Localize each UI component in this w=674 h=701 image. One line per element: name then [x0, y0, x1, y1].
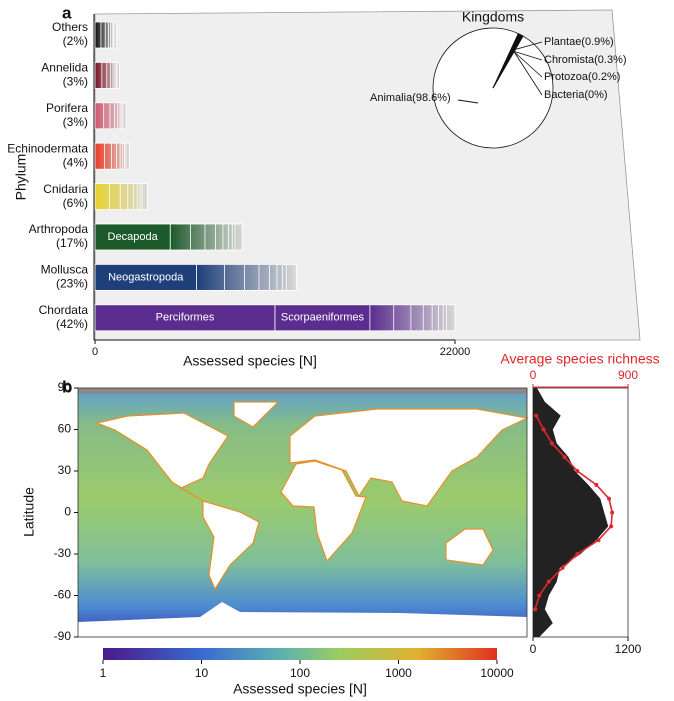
segment-label: Decapoda: [108, 231, 159, 243]
y-tick-label: (6%): [63, 196, 88, 210]
y-axis-title: Latitude: [21, 487, 37, 537]
colorbar-tick-label: 10: [195, 666, 209, 680]
point: [594, 483, 598, 487]
y-tick-label: (23%): [56, 277, 88, 291]
colorbar-tick-label: 100: [290, 666, 310, 680]
slice-label: Animalia(98.6%): [370, 92, 451, 104]
point: [550, 441, 554, 445]
y-tick-label: 0: [64, 505, 71, 519]
y-tick-label: (4%): [63, 155, 88, 169]
y-tick-label: 90: [58, 380, 72, 394]
point: [609, 524, 613, 528]
bar-segment: [196, 264, 296, 290]
colorbar-tick-label: 1: [100, 666, 107, 680]
slice-label: Bacteria(0%): [544, 89, 608, 101]
slice-label: Protozoa(0.2%): [544, 71, 620, 83]
colorbar-tick-label: 1000: [385, 666, 412, 680]
y-tick-label: (3%): [63, 75, 88, 89]
point: [575, 469, 579, 473]
y-axis-title: Phylum: [13, 154, 29, 201]
y-tick-label: Arthropoda: [29, 222, 89, 236]
segment-label: Perciformes: [156, 312, 215, 324]
point: [561, 566, 565, 570]
y-tick-label: Cnidaria: [43, 182, 88, 196]
point: [607, 497, 611, 501]
point: [533, 607, 537, 611]
y-tick-label: Others: [52, 20, 88, 34]
point: [537, 594, 541, 598]
colorbar-tick-label: 10000: [480, 666, 514, 680]
y-tick-label: -30: [54, 546, 72, 560]
point: [542, 428, 546, 432]
x2-tick-label: 0: [530, 368, 537, 382]
y-tick-label: Annelida: [41, 61, 88, 75]
x2-axis-title: Average species richness: [500, 351, 659, 367]
slice-label: Chromista(0.3%): [544, 54, 627, 66]
point: [610, 511, 614, 515]
y-tick-label: Mollusca: [41, 263, 89, 277]
figure: a b Latitude Phylum Assessed species [N]…: [0, 0, 674, 701]
segment-label: Scorpaeniformes: [281, 312, 365, 324]
y-tick-label: 30: [58, 463, 72, 477]
colorbar-title: Assessed species [N]: [233, 681, 367, 697]
y-tick-label: (42%): [56, 317, 88, 331]
y-tick-label: (17%): [56, 236, 88, 250]
y-tick-label: Echinodermata: [7, 141, 88, 155]
y-tick-label: (2%): [63, 34, 88, 48]
y-tick-label: Porifera: [46, 101, 88, 115]
x-axis-title: Assessed species [N]: [183, 353, 317, 369]
y-tick-label: -90: [54, 629, 72, 643]
y-tick-label: -60: [54, 588, 72, 602]
bar-segment: [370, 305, 455, 331]
colorbar: [103, 648, 497, 660]
point: [575, 552, 579, 556]
map: [78, 388, 527, 637]
y-tick-label: Chordata: [39, 303, 89, 317]
segment-label: Neogastropoda: [108, 271, 184, 283]
point: [547, 580, 551, 584]
bar-segment: [170, 224, 242, 250]
x-tick-label: 22000: [440, 346, 471, 358]
pie-title: Kingdoms: [462, 9, 524, 25]
x-tick-label: 0: [92, 346, 98, 358]
point: [534, 414, 538, 418]
slice-label: Plantae(0.9%): [544, 36, 614, 48]
point: [563, 455, 567, 459]
point: [596, 538, 600, 542]
bar-segment: [95, 184, 147, 210]
y-tick-label: 60: [58, 422, 72, 436]
x-tick-label: 0: [530, 642, 537, 656]
y-tick-label: (3%): [63, 115, 88, 129]
x-tick-label: 1200: [615, 642, 642, 656]
x2-tick-label: 900: [618, 368, 638, 382]
